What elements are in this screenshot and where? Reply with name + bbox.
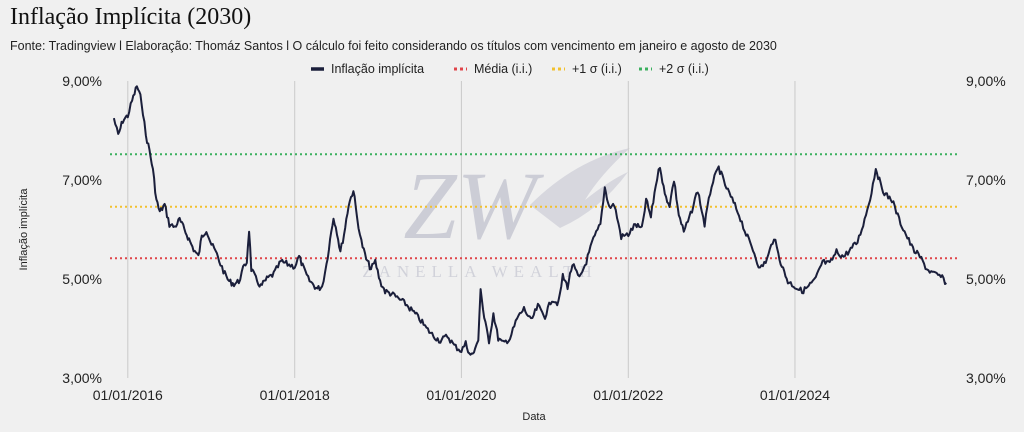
legend-label: +2 σ (i.i.) bbox=[659, 62, 709, 76]
y-tick-label-right: 9,00% bbox=[966, 73, 1006, 89]
x-tick-label: 01/01/2024 bbox=[760, 387, 830, 403]
watermark-mark: ZW bbox=[403, 152, 544, 259]
chart-subtitle: Fonte: Tradingview l Elaboração: Thomáz … bbox=[10, 39, 777, 53]
y-tick-label-right: 7,00% bbox=[966, 172, 1006, 188]
y-tick-label-left: 7,00% bbox=[62, 172, 102, 188]
chart-title: Inflação Implícita (2030) bbox=[10, 4, 252, 30]
y-tick-label-right: 5,00% bbox=[966, 271, 1006, 287]
legend-label: +1 σ (i.i.) bbox=[572, 62, 622, 76]
y-tick-label-left: 5,00% bbox=[62, 271, 102, 287]
x-tick-label: 01/01/2016 bbox=[93, 387, 163, 403]
wing-icon bbox=[530, 148, 630, 228]
watermark-text: ZANELLA WEALTH bbox=[362, 262, 598, 281]
legend-label: Média (i.i.) bbox=[474, 62, 532, 76]
x-axis-title: Data bbox=[522, 411, 546, 423]
y-tick-label-right: 3,00% bbox=[966, 370, 1006, 386]
x-tick-label: 01/01/2018 bbox=[260, 387, 330, 403]
legend-label: Inflação implícita bbox=[331, 62, 424, 76]
y-axis-title: Inflação implícita bbox=[18, 188, 30, 271]
x-tick-label: 01/01/2020 bbox=[426, 387, 496, 403]
y-tick-label-left: 9,00% bbox=[62, 73, 102, 89]
y-tick-label-left: 3,00% bbox=[62, 370, 102, 386]
x-tick-label: 01/01/2022 bbox=[593, 387, 663, 403]
watermark-logo: ZW ZANELLA WEALTH bbox=[362, 148, 630, 281]
series-line bbox=[112, 85, 947, 356]
